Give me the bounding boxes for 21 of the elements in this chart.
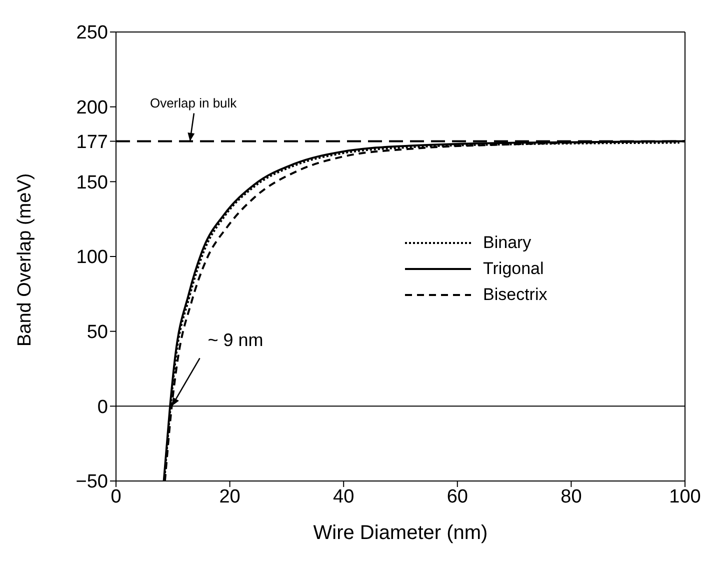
x-tick-label: 20 bbox=[219, 486, 240, 508]
x-tick-label: 60 bbox=[446, 486, 468, 508]
y-tick-label: 250 bbox=[76, 22, 108, 44]
x-tick-label: 100 bbox=[669, 486, 701, 508]
y-axis-title: Band Overlap (meV) bbox=[14, 173, 36, 346]
y-tick-label: 100 bbox=[76, 247, 108, 268]
y-tick-label: 50 bbox=[86, 322, 108, 344]
annotation: Overlap in bulk bbox=[150, 95, 238, 110]
legend-label: Bisectrix bbox=[483, 285, 548, 305]
y-tick-label: 177 bbox=[76, 132, 108, 153]
annotation: ~ 9 nm bbox=[208, 330, 264, 350]
y-tick-label: 0 bbox=[97, 396, 108, 418]
x-tick-label: 80 bbox=[560, 486, 582, 508]
legend-label: Binary bbox=[483, 233, 532, 253]
legend-label: Trigonal bbox=[483, 259, 544, 279]
y-tick-label: 200 bbox=[76, 98, 108, 119]
y-tick-label: 150 bbox=[76, 172, 108, 194]
y-tick-label: −50 bbox=[76, 472, 108, 493]
x-axis-title: Wire Diameter (nm) bbox=[313, 522, 488, 544]
x-tick-label: 0 bbox=[110, 486, 122, 508]
x-tick-label: 40 bbox=[333, 486, 354, 508]
